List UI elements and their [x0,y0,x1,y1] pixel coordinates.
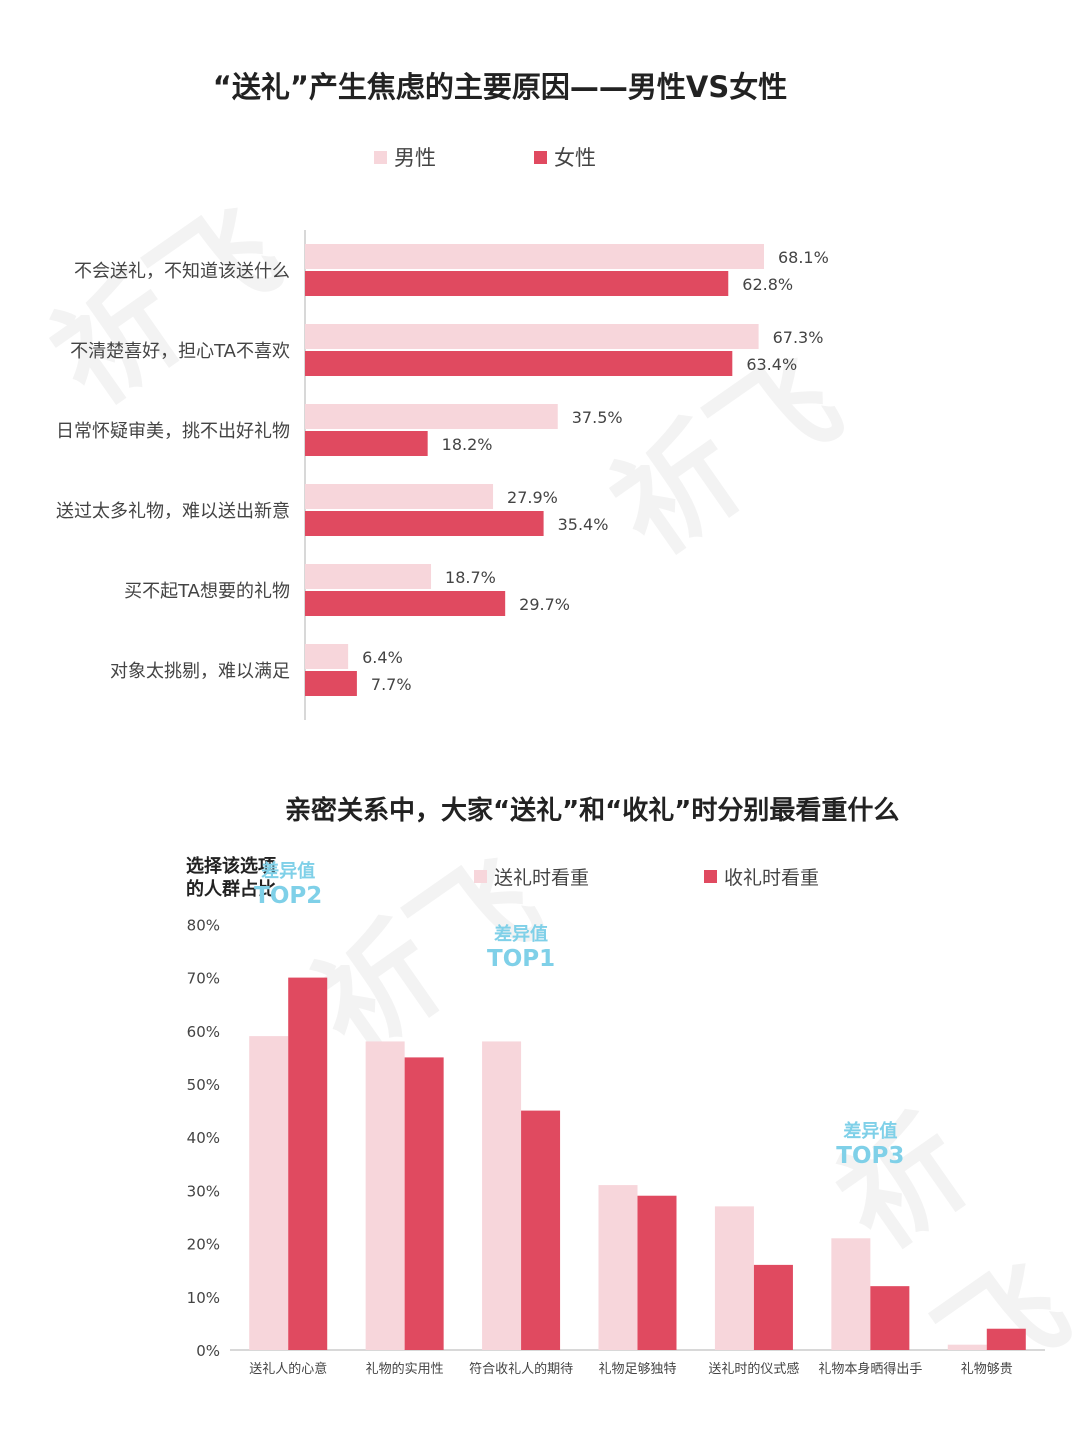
chart2-y-tick-label: 70% [187,970,220,988]
legend-swatch-give [474,870,487,883]
chart2-bar [598,1185,638,1350]
chart1-bar [305,591,506,616]
chart2-ylabel: 选择该选项 的人群占比 [186,855,276,901]
legend-label-male: 男性 [394,146,436,170]
chart1-data-label: 29.7% [519,595,570,614]
chart2-y-tick-label: 50% [187,1076,220,1094]
chart2-y-tick-label: 30% [187,1182,220,1200]
ylabel-line1: 选择该选项 [186,856,276,877]
chart2-bar [404,1057,444,1350]
chart2-bar [521,1110,561,1350]
chart2-y-tick-label: 0% [196,1342,220,1360]
chart2-annotation: 差异值 TOP1 [461,923,581,971]
legend-swatch-female [534,150,547,164]
annotation-line2: TOP2 [254,882,323,909]
legend-swatch-receive [704,870,717,883]
annotation-line2: TOP3 [836,1143,905,1170]
chart1-category-label: 不清楚喜好，担心TA不喜欢 [70,341,290,362]
chart1-category-label: 买不起TA想要的礼物 [124,581,290,602]
chart2-bar [637,1195,677,1350]
chart2-y-tick-label: 80% [187,916,220,934]
chart1-bar [305,431,428,456]
chart1-data-label: 67.3% [773,328,824,347]
legend-label-give: 送礼时看重 [494,867,590,889]
chart1-data-label: 63.4% [746,355,797,374]
chart2-bar [947,1344,987,1350]
chart1-data-label: 62.8% [742,275,793,294]
legend-label-receive: 收礼时看重 [724,867,820,889]
chart1-category-label: 不会送礼，不知道该送什么 [74,261,290,282]
chart2-legend-receive: 收礼时看重 [704,863,819,890]
chart2-category-label: 礼物的实用性 [366,1361,444,1377]
chart1-bar [305,271,729,296]
chart1-bar [305,324,759,349]
chart1-data-label: 37.5% [572,408,623,427]
chart1-data-label: 7.7% [371,675,412,694]
legend-label-female: 女性 [554,146,596,170]
chart2-bar [365,1041,405,1350]
chart1-legend-male: 男性 [374,142,436,172]
chart1-data-label: 27.9% [507,488,558,507]
chart2-bar [831,1238,871,1350]
chart1-data-label: 18.2% [442,435,493,454]
chart1-title: “送礼”产生焦虑的主要原因——男性VS女性 [212,70,788,104]
chart2-bar [482,1041,522,1350]
chart2-category-label: 礼物够贵 [961,1361,1013,1377]
chart2-bar [870,1286,910,1350]
chart2-category-label: 送礼人的心意 [249,1361,327,1377]
chart2-category-label: 礼物足够独特 [598,1361,676,1377]
annotation-line1: 差异值 [494,924,549,946]
chart2-y-tick-label: 20% [187,1236,220,1254]
chart2-y-tick-label: 60% [187,1023,220,1041]
chart1-data-label: 35.4% [558,515,609,534]
chart2-annotation: 差异值 TOP2 [228,860,348,908]
chart1-category-label: 对象太挑剔，难以满足 [110,661,290,682]
chart2-y-tick-label: 10% [187,1289,220,1307]
chart2-bar [714,1206,754,1350]
chart1-bar [305,404,558,429]
chart1-bar [305,564,432,589]
chart1-bar [305,671,357,696]
legend-swatch-male [374,150,387,164]
chart1-data-label: 68.1% [778,248,829,267]
ylabel-line2: 的人群占比 [186,879,276,900]
chart2-category-label: 送礼时的仪式感 [708,1361,799,1377]
chart2-annotation: 差异值 TOP3 [810,1120,930,1168]
chart1-bar [305,244,764,269]
chart2-category-label: 礼物本身晒得出手 [818,1361,922,1377]
chart1-bar [305,644,349,669]
chart2-bar [288,977,328,1350]
chart1-category-label: 日常怀疑审美，挑不出好礼物 [56,421,290,442]
chart2-bar [986,1328,1026,1350]
chart2-category-label: 符合收礼人的期待 [469,1361,573,1377]
chart2-title: 亲密关系中，大家“送礼”和“收礼”时分别最看重什么 [285,796,900,826]
chart1-bar [305,511,544,536]
chart1-bar [305,484,494,509]
chart1-data-label: 6.4% [362,648,403,667]
chart2-bar [753,1264,793,1350]
chart1-bar [305,351,733,376]
chart1-legend-female: 女性 [534,142,596,172]
chart2-y-tick-label: 40% [187,1129,220,1147]
chart2-bar [249,1036,289,1350]
annotation-line1: 差异值 [843,1121,898,1143]
chart1-category-label: 送过太多礼物，难以送出新意 [56,501,290,522]
chart2-legend-give: 送礼时看重 [474,863,589,890]
chart1-data-label: 18.7% [445,568,496,587]
annotation-line2: TOP1 [487,946,556,973]
annotation-line1: 差异值 [261,860,316,882]
